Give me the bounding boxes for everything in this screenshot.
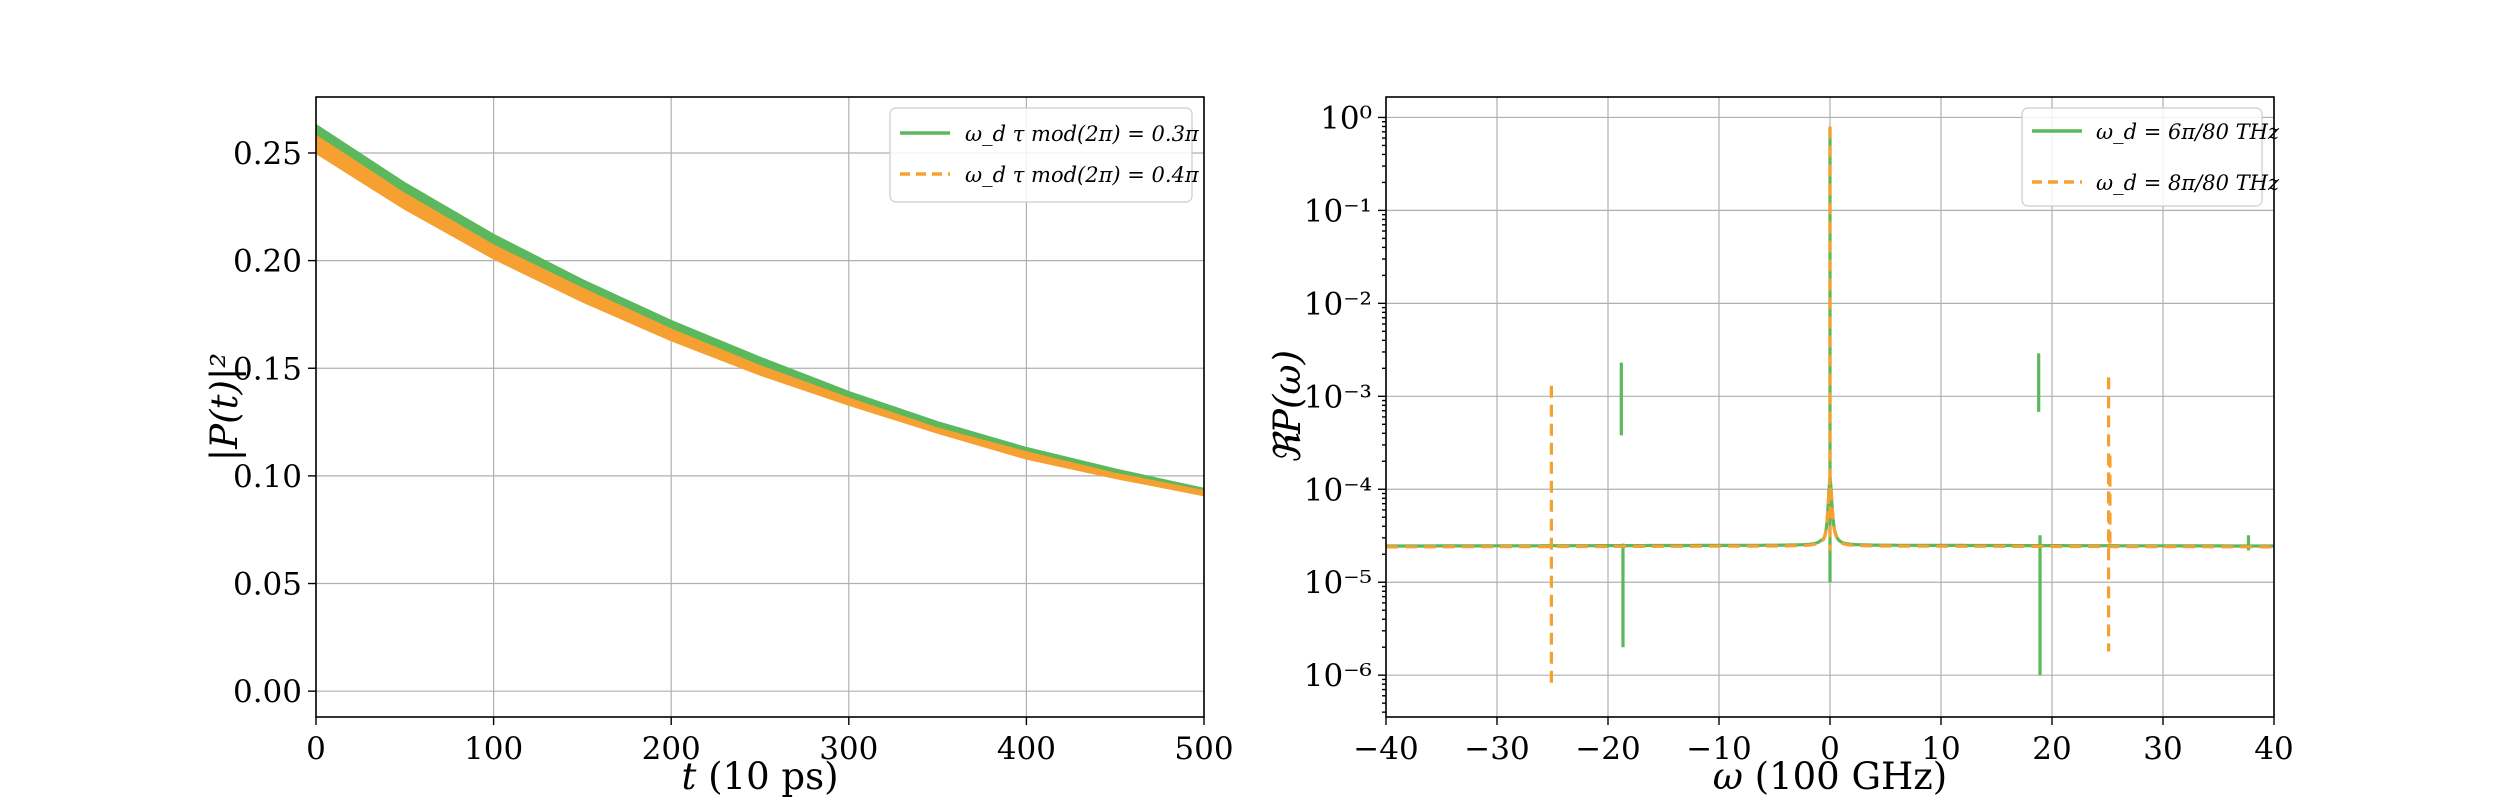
right-x-tick-label: 0 bbox=[1820, 731, 1840, 767]
left-x-tick-label: 500 bbox=[1174, 731, 1233, 767]
left-y-tick-label: 0.20 bbox=[233, 244, 302, 280]
right-y-tick-label: 10⁻⁵ bbox=[1304, 565, 1372, 601]
right-legend-label-1: ω_d = 8π/80 THz bbox=[2096, 171, 2280, 195]
right-x-tick-label: 40 bbox=[2254, 731, 2293, 767]
right-y-tick-label: 10⁻⁶ bbox=[1304, 658, 1372, 694]
right-plot: −40 −30 −20 −10 0 10 20 30 40 10⁰ 10⁻¹ 10⁻² 10⁻³ 10⁻⁴… bbox=[1266, 96, 2294, 798]
left-y-tick-label: 0.00 bbox=[233, 674, 302, 710]
right-x-tick-label: −10 bbox=[1686, 731, 1751, 767]
left-legend-label-1: ω_d τ mod(2π) = 0.4π bbox=[965, 163, 1200, 187]
left-legend-box bbox=[889, 107, 1193, 203]
left-y-tick-label: 0.15 bbox=[233, 351, 302, 387]
orange-band-series bbox=[316, 134, 1204, 497]
left-x-axis-label: t (10 ps) bbox=[681, 755, 838, 798]
left-data-series bbox=[316, 123, 1204, 497]
right-legend-label-0: ω_d = 6π/80 THz bbox=[2096, 120, 2280, 144]
right-ticks: −40 −30 −20 −10 0 10 20 30 40 10⁰ 10⁻¹ 10⁻² 10⁻³ 10⁻⁴… bbox=[1304, 100, 2294, 767]
right-x-tick-label: 10 bbox=[1921, 731, 1960, 767]
left-y-tick-label: 0.05 bbox=[233, 567, 302, 603]
left-legend: ω_d τ mod(2π) = 0.3π ω_d τ mod(2π) = 0.4… bbox=[889, 107, 1200, 203]
right-x-tick-label: 30 bbox=[2143, 731, 2182, 767]
right-x-axis-label: ω (100 GHz) bbox=[1713, 755, 1948, 798]
left-ticks: 0 100 200 300 400 500 0.00 0.05 0.10 0.15 0.20 0.25 bbox=[233, 136, 1234, 767]
right-data-series bbox=[1386, 126, 2274, 687]
left-y-tick-label: 0.10 bbox=[233, 459, 302, 495]
right-y-tick-label: 10⁰ bbox=[1320, 100, 1372, 136]
right-x-tick-label: −20 bbox=[1575, 731, 1640, 767]
right-x-tick-label: −30 bbox=[1464, 731, 1529, 767]
left-x-tick-label: 400 bbox=[997, 731, 1056, 767]
left-x-tick-label: 0 bbox=[306, 731, 326, 767]
right-x-tick-label: −40 bbox=[1353, 731, 1418, 767]
left-x-tick-label: 300 bbox=[819, 731, 878, 767]
left-plot: 0 100 200 300 400 500 0.00 0.05 0.10 0.15 0.20 0.25… bbox=[203, 96, 1234, 798]
right-y-tick-label: 10⁻⁴ bbox=[1304, 472, 1372, 508]
left-y-tick-label: 0.25 bbox=[233, 136, 302, 172]
right-y-tick-label: 10⁻³ bbox=[1304, 379, 1372, 415]
left-x-tick-label: 100 bbox=[464, 731, 523, 767]
right-x-tick-label: 20 bbox=[2032, 731, 2071, 767]
right-y-tick-label: 10⁻² bbox=[1304, 286, 1372, 322]
right-y-tick-label: 10⁻¹ bbox=[1304, 193, 1372, 229]
right-y-axis-label: ℜP(ω) bbox=[1266, 350, 1309, 464]
left-legend-label-0: ω_d τ mod(2π) = 0.3π bbox=[965, 122, 1200, 146]
left-y-axis-label: |P(t)|² bbox=[203, 353, 246, 461]
right-legend: ω_d = 6π/80 THz ω_d = 8π/80 THz bbox=[2021, 107, 2280, 207]
left-x-tick-label: 200 bbox=[642, 731, 701, 767]
left-plot-frame bbox=[315, 96, 1205, 718]
